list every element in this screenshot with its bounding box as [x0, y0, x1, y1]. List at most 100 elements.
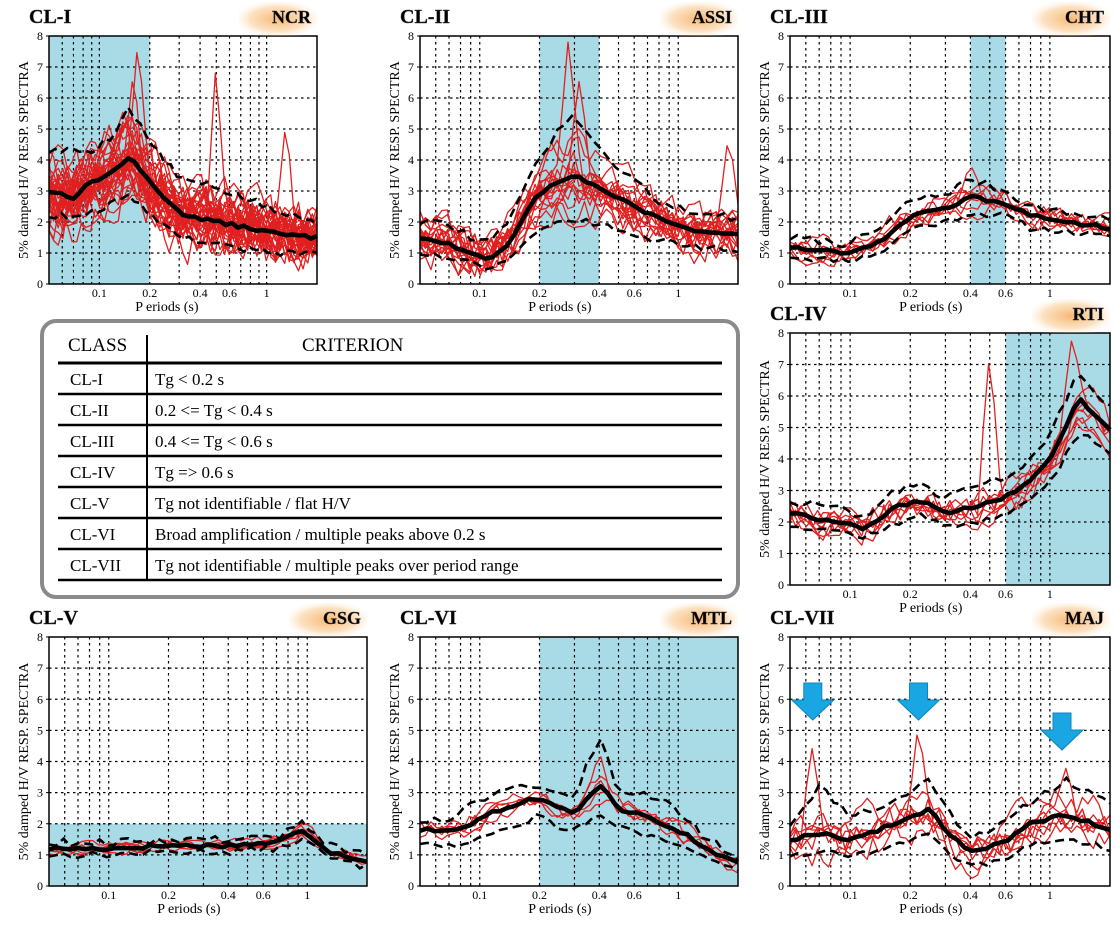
y-tick-label: 7 — [778, 60, 784, 74]
y-tick-label: 5 — [778, 122, 784, 136]
mean-line — [789, 397, 1112, 532]
mean-line — [48, 156, 318, 241]
y-tick-label: 8 — [408, 29, 414, 43]
upper-bound-line — [419, 736, 739, 862]
y-axis-label: 5% damped H/V RESP. SPECTRA — [17, 662, 32, 861]
y-tick-label: 2 — [778, 817, 784, 831]
y-tick-label: 8 — [37, 630, 43, 644]
criteria-table: CLASS CRITERION CL-I Tg < 0.2 s CL-II 0.2 <= … — [40, 319, 740, 599]
y-tick-label: 6 — [778, 389, 784, 403]
site-glow — [1032, 299, 1110, 333]
y-tick-label: 2 — [37, 215, 43, 229]
lower-bound-line — [789, 832, 1111, 867]
y-tick-label: 6 — [778, 91, 784, 105]
peak-arrow-icon — [790, 682, 836, 721]
y-tick-label: 6 — [778, 692, 784, 706]
y-tick-label: 2 — [778, 515, 784, 529]
x-tick-label: 0.6 — [998, 888, 1013, 902]
chart-panel-cl-iii: 0 1 2 3 4 5 6 7 8 0.1 0.2 0.4 0.6 1 5% damped H/V RESP… — [758, 2, 1111, 315]
y-tick-label: 5 — [778, 723, 784, 737]
y-tick-label: 6 — [37, 91, 43, 105]
x-tick-label: 0.4 — [963, 888, 978, 902]
panels-layer: 0 1 2 3 4 5 6 7 8 0.1 0.2 0.4 0.6 1 5% damped H/V RESP… — [17, 2, 1112, 917]
upper-bound-line — [789, 178, 1111, 249]
chart-panel-cl-vi: 0 1 2 3 4 5 6 7 8 0.1 0.2 0.4 0.6 1 5% damped H/V RESP… — [388, 603, 739, 917]
record-line — [48, 179, 318, 266]
site-label: GSG — [323, 608, 361, 628]
x-axis-label: P eriods (s) — [157, 902, 221, 917]
record-line — [48, 131, 318, 255]
site-label: MAJ — [1065, 608, 1104, 628]
y-tick-label: 4 — [778, 153, 784, 167]
x-tick-label: 0.1 — [843, 888, 858, 902]
y-tick-label: 1 — [37, 246, 43, 260]
y-tick-label: 0 — [778, 578, 784, 592]
site-label: RTI — [1073, 304, 1104, 324]
upper-bound-line — [419, 114, 739, 242]
record-line — [789, 387, 1111, 535]
y-tick-label: 1 — [778, 848, 784, 862]
record-line — [419, 193, 739, 277]
y-tick-label: 3 — [778, 786, 784, 800]
x-tick-label: 1 — [264, 286, 270, 300]
table-cell-class: CL-VII — [70, 556, 121, 575]
record-line — [789, 811, 1111, 871]
y-tick-label: 1 — [778, 547, 784, 561]
x-tick-label: 1 — [1047, 286, 1053, 300]
records — [789, 734, 1111, 879]
chart-panel-cl-i: 0 1 2 3 4 5 6 7 8 0.1 0.2 0.4 0.6 1 5% damped H/V RESP… — [17, 2, 318, 315]
record-line — [419, 169, 739, 277]
x-tick-label: 0.1 — [472, 888, 487, 902]
y-tick-label: 0 — [408, 879, 414, 893]
site-glow — [1032, 603, 1110, 637]
table-cell-class: CL-V — [70, 494, 110, 513]
peak-arrow-icon — [1039, 712, 1085, 751]
shaded-band — [1005, 333, 1110, 585]
y-tick-label: 4 — [408, 153, 414, 167]
record-line — [789, 767, 1111, 861]
table-frame — [40, 319, 740, 599]
x-tick-label: 0.2 — [161, 888, 176, 902]
y-tick-label: 5 — [778, 421, 784, 435]
x-tick-label: 0.1 — [843, 587, 858, 601]
y-tick-label: 2 — [408, 215, 414, 229]
site-glow — [660, 603, 738, 637]
y-tick-label: 3 — [37, 184, 43, 198]
y-tick-label: 2 — [778, 215, 784, 229]
x-tick-label: 0.2 — [532, 888, 547, 902]
table-cell-criterion: Broad amplification / multiple peaks abo… — [155, 525, 485, 544]
record-line — [789, 802, 1111, 858]
record-line — [48, 142, 318, 250]
y-tick-label: 7 — [37, 661, 43, 675]
y-tick-label: 8 — [778, 630, 784, 644]
y-tick-label: 5 — [37, 122, 43, 136]
x-tick-label: 0.4 — [193, 286, 208, 300]
table-cell-criterion: Tg < 0.2 s — [155, 370, 224, 389]
table-cell-criterion: 0.4 <= Tg < 0.6 s — [155, 432, 273, 451]
y-tick-label: 0 — [37, 277, 43, 291]
upper-bound-line — [48, 104, 318, 227]
y-tick-label: 2 — [37, 817, 43, 831]
mean-line — [789, 193, 1111, 256]
y-tick-label: 4 — [778, 755, 784, 769]
class-title: CL-IV — [770, 303, 827, 325]
class-title: CL-III — [770, 6, 828, 28]
y-tick-label: 7 — [408, 661, 414, 675]
chart-panel-cl-v: 0 1 2 3 4 5 6 7 8 0.1 0.2 0.4 0.6 1 5% damped H/V RESP… — [17, 603, 368, 917]
table-cell-criterion: 0.2 <= Tg < 0.4 s — [155, 401, 273, 420]
x-axis-label: P eriods (s) — [528, 902, 592, 917]
site-glow — [289, 603, 367, 637]
site-label: MTL — [691, 608, 732, 628]
x-axis-label: P eriods (s) — [899, 300, 963, 315]
y-tick-label: 1 — [408, 848, 414, 862]
chart-panel-cl-vii: 0 1 2 3 4 5 6 7 8 0.1 0.2 0.4 0.6 1 5% damped H/V RESP… — [758, 603, 1111, 917]
y-tick-label: 1 — [408, 246, 414, 260]
y-tick-label: 8 — [778, 326, 784, 340]
y-tick-label: 6 — [408, 91, 414, 105]
x-tick-label: 0.1 — [101, 888, 116, 902]
site-label: NCR — [272, 7, 312, 27]
x-tick-label: 0.2 — [903, 888, 918, 902]
mean-line — [419, 783, 739, 865]
y-tick-label: 5 — [408, 122, 414, 136]
